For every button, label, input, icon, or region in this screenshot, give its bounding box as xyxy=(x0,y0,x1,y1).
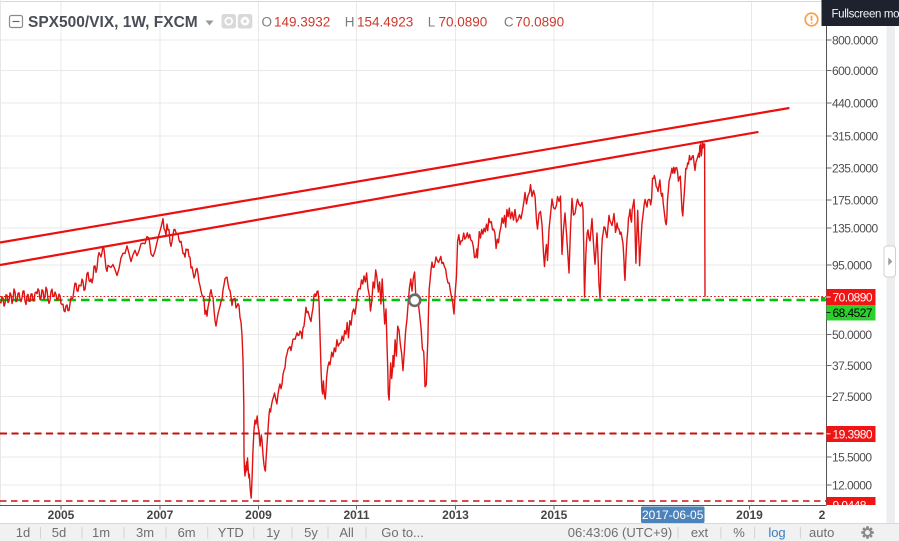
svg-text:15.5000: 15.5000 xyxy=(832,450,872,464)
svg-text:70.0890: 70.0890 xyxy=(439,14,488,29)
svg-text:19.3980: 19.3980 xyxy=(833,427,873,441)
svg-text:%: % xyxy=(733,525,745,540)
svg-text:37.5000: 37.5000 xyxy=(832,359,872,373)
svg-text:2009: 2009 xyxy=(245,508,272,522)
svg-text:135.0000: 135.0000 xyxy=(832,221,879,235)
svg-text:50.0000: 50.0000 xyxy=(832,328,872,342)
svg-text:12.0000: 12.0000 xyxy=(832,478,872,492)
svg-text:95.0000: 95.0000 xyxy=(832,258,872,272)
svg-text:6m: 6m xyxy=(178,525,196,540)
svg-text:1y: 1y xyxy=(266,525,280,540)
svg-text:YTD: YTD xyxy=(218,525,244,540)
svg-text:68.4527: 68.4527 xyxy=(833,306,873,320)
svg-text:L: L xyxy=(428,14,436,29)
svg-text:ext: ext xyxy=(691,525,709,540)
svg-text:149.3932: 149.3932 xyxy=(274,14,330,29)
svg-text:Fullscreen mode: Fullscreen mode xyxy=(832,8,899,20)
svg-text:5d: 5d xyxy=(52,525,66,540)
svg-text:800.0000: 800.0000 xyxy=(832,33,879,47)
svg-text:H: H xyxy=(345,14,355,29)
svg-text:440.0000: 440.0000 xyxy=(832,96,879,110)
svg-text:1m: 1m xyxy=(92,525,110,540)
svg-text:5y: 5y xyxy=(304,525,318,540)
svg-text:235.0000: 235.0000 xyxy=(832,161,879,175)
svg-text:315.0000: 315.0000 xyxy=(832,129,879,143)
svg-text:154.4923: 154.4923 xyxy=(357,14,413,29)
svg-text:2011: 2011 xyxy=(343,508,369,522)
svg-text:06:43:06 (UTC+9): 06:43:06 (UTC+9) xyxy=(568,525,672,540)
svg-text:SPX500/VIX, 1W, FXCM: SPX500/VIX, 1W, FXCM xyxy=(28,14,198,31)
svg-text:2007: 2007 xyxy=(147,508,174,522)
svg-text:2019: 2019 xyxy=(736,508,763,522)
svg-text:2: 2 xyxy=(819,508,826,522)
svg-text:70.0890: 70.0890 xyxy=(833,290,873,304)
svg-text:log: log xyxy=(768,525,785,540)
svg-text:175.0000: 175.0000 xyxy=(832,193,879,207)
svg-text:2005: 2005 xyxy=(48,508,75,522)
svg-text:O: O xyxy=(262,14,273,29)
svg-text:C: C xyxy=(504,14,514,29)
svg-text:auto: auto xyxy=(809,525,834,540)
svg-text:2015: 2015 xyxy=(541,508,568,522)
svg-text:2013: 2013 xyxy=(442,508,469,522)
svg-text:Go to...: Go to... xyxy=(381,525,424,540)
svg-text:9.0448: 9.0448 xyxy=(833,498,867,512)
svg-text:27.5000: 27.5000 xyxy=(832,390,872,404)
svg-text:2017-06-05: 2017-06-05 xyxy=(642,508,704,522)
svg-text:3m: 3m xyxy=(136,525,154,540)
svg-text:600.0000: 600.0000 xyxy=(832,64,879,78)
svg-text:All: All xyxy=(339,525,354,540)
svg-text:70.0890: 70.0890 xyxy=(515,14,564,29)
svg-text:1d: 1d xyxy=(16,525,30,540)
